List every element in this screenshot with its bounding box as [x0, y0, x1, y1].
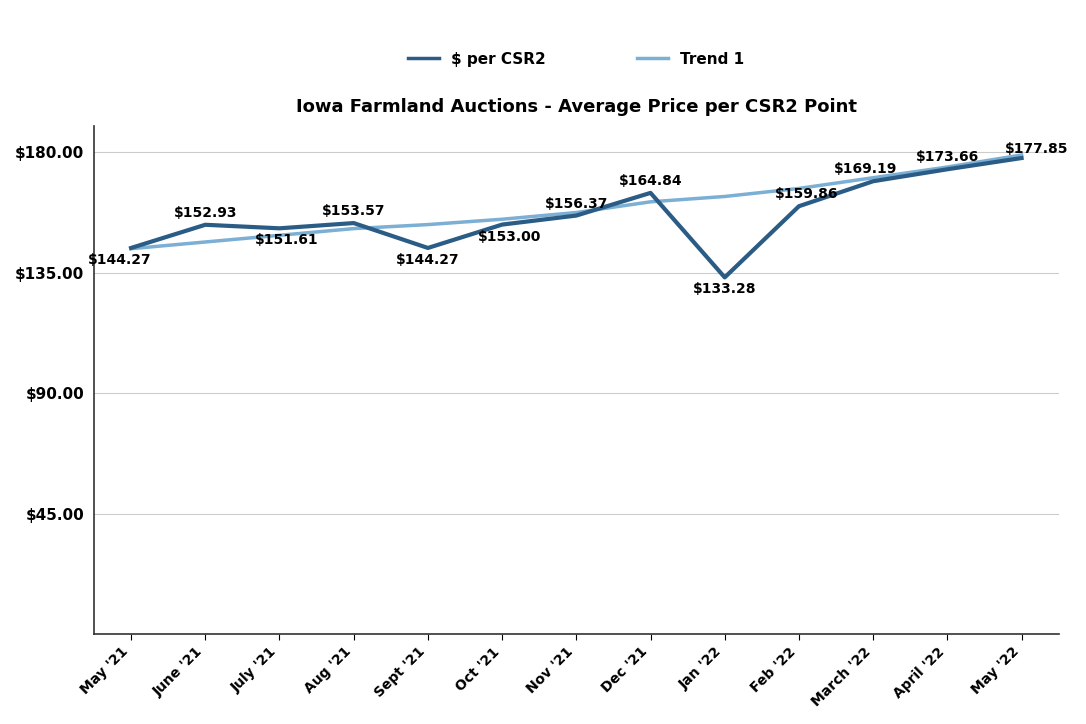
Text: $153.57: $153.57	[321, 204, 386, 218]
Text: $156.37: $156.37	[545, 196, 608, 211]
Text: $144.27: $144.27	[88, 253, 152, 267]
Text: $153.00: $153.00	[478, 230, 541, 244]
Text: $151.61: $151.61	[255, 233, 318, 248]
Text: $133.28: $133.28	[693, 282, 757, 296]
Text: $164.84: $164.84	[619, 174, 682, 188]
Text: $177.85: $177.85	[1005, 142, 1069, 156]
Text: $173.66: $173.66	[915, 150, 978, 164]
Title: Iowa Farmland Auctions - Average Price per CSR2 Point: Iowa Farmland Auctions - Average Price p…	[295, 98, 857, 116]
Legend: $ per CSR2, Trend 1: $ per CSR2, Trend 1	[408, 51, 744, 67]
Text: $169.19: $169.19	[834, 162, 897, 176]
Text: $159.86: $159.86	[774, 188, 838, 201]
Text: $152.93: $152.93	[174, 206, 237, 219]
Text: $144.27: $144.27	[396, 253, 459, 267]
